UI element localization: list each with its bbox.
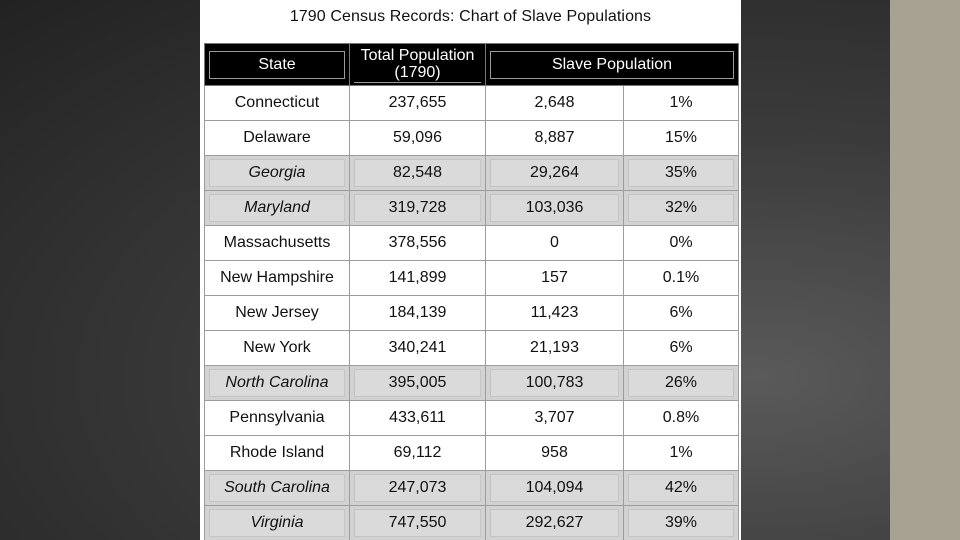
slave-population-cell: 0 [485,225,624,261]
state-cell: North Carolina [204,365,350,401]
percent-cell: 39% [623,505,739,540]
table-row: New York 340,241 21,193 6% [204,330,739,366]
state-cell: New Jersey [204,295,350,331]
table-row: New Jersey 184,139 11,423 6% [204,295,739,331]
state-cell: Rhode Island [204,435,350,471]
header-total-population: Total Population (1790) [349,43,486,86]
header-row: State Total Population (1790) Slave Popu… [204,43,739,86]
state-cell: Maryland [204,190,350,226]
table-row: Connecticut 237,655 2,648 1% [204,85,739,121]
percent-cell: 35% [623,155,739,191]
table-body: Connecticut 237,655 2,648 1% Delaware 59,096 8… [204,85,739,540]
percent-cell: 1% [623,435,739,471]
document-page: 1790 Census Records: Chart of Slave Popu… [200,0,741,540]
table-row: South Carolina 247,073 104,094 42% [204,470,739,506]
table-row: New Hampshire 141,899 157 0.1% [204,260,739,296]
total-population-cell: 747,550 [349,505,486,540]
total-population-cell: 340,241 [349,330,486,366]
header-total-line1: Total Population [360,47,475,64]
slave-population-cell: 292,627 [485,505,624,540]
state-cell: Massachusetts [204,225,350,261]
table-row: Georgia 82,548 29,264 35% [204,155,739,191]
slave-population-cell: 157 [485,260,624,296]
total-population-cell: 378,556 [349,225,486,261]
slave-population-cell: 100,783 [485,365,624,401]
percent-cell: 0.1% [623,260,739,296]
header-total-line2: (1790) [394,64,441,81]
chart-title: 1790 Census Records: Chart of Slave Popu… [289,8,652,25]
header-state: State [204,43,350,86]
census-table: State Total Population (1790) Slave Popu… [204,43,739,540]
state-cell: New York [204,330,350,366]
slave-population-cell: 2,648 [485,85,624,121]
slave-population-cell: 11,423 [485,295,624,331]
percent-cell: 42% [623,470,739,506]
percent-cell: 0.8% [623,400,739,436]
side-strip [890,0,960,540]
state-cell: Pennsylvania [204,400,350,436]
slave-population-cell: 29,264 [485,155,624,191]
total-population-cell: 247,073 [349,470,486,506]
total-population-cell: 184,139 [349,295,486,331]
percent-cell: 1% [623,85,739,121]
table-row: North Carolina 395,005 100,783 26% [204,365,739,401]
percent-cell: 26% [623,365,739,401]
total-population-cell: 319,728 [349,190,486,226]
slave-population-cell: 104,094 [485,470,624,506]
table-row: Pennsylvania 433,611 3,707 0.8% [204,400,739,436]
percent-cell: 32% [623,190,739,226]
header-slave-population: Slave Population [485,43,739,86]
table-row: Delaware 59,096 8,887 15% [204,120,739,156]
percent-cell: 6% [623,330,739,366]
table-row: Massachusetts 378,556 0 0% [204,225,739,261]
total-population-cell: 237,655 [349,85,486,121]
table-row: Rhode Island 69,112 958 1% [204,435,739,471]
percent-cell: 15% [623,120,739,156]
slave-population-cell: 3,707 [485,400,624,436]
slave-population-cell: 103,036 [485,190,624,226]
table-row: Maryland 319,728 103,036 32% [204,190,739,226]
state-cell: Virginia [204,505,350,540]
table-row: Virginia 747,550 292,627 39% [204,505,739,540]
state-cell: Delaware [204,120,350,156]
percent-cell: 0% [623,225,739,261]
slave-population-cell: 958 [485,435,624,471]
total-population-cell: 433,611 [349,400,486,436]
slave-population-cell: 21,193 [485,330,624,366]
percent-cell: 6% [623,295,739,331]
total-population-cell: 395,005 [349,365,486,401]
slave-population-cell: 8,887 [485,120,624,156]
state-cell: Georgia [204,155,350,191]
state-cell: Connecticut [204,85,350,121]
state-cell: South Carolina [204,470,350,506]
state-cell: New Hampshire [204,260,350,296]
total-population-cell: 82,548 [349,155,486,191]
total-population-cell: 69,112 [349,435,486,471]
total-population-cell: 141,899 [349,260,486,296]
total-population-cell: 59,096 [349,120,486,156]
